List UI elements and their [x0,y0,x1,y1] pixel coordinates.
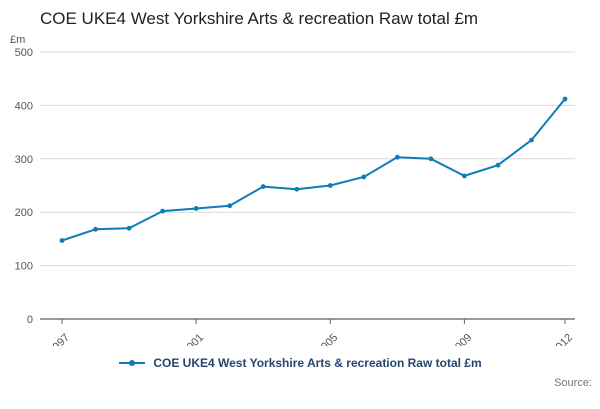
y-tick-label: 200 [15,207,33,219]
y-tick-label: 400 [15,100,33,112]
chart-title: COE UKE4 West Yorkshire Arts & recreatio… [40,9,479,28]
data-point[interactable] [93,226,98,232]
source-label: Source: [554,377,592,389]
data-point[interactable] [59,238,65,243]
data-point[interactable] [160,208,166,214]
legend[interactable]: COE UKE4 West Yorkshire Arts & recreatio… [0,356,600,370]
legend-label: COE UKE4 West Yorkshire Arts & recreatio… [153,356,482,370]
legend-marker-icon [119,360,146,366]
line-chart: 0 100 200 300 400 500 1997 2001 2005 2009 2012 [15,47,575,346]
data-point[interactable] [260,184,266,189]
data-point[interactable] [193,206,199,211]
data-point[interactable] [327,183,333,188]
data-point[interactable] [495,162,501,168]
y-tick-label: 0 [27,314,33,326]
legend-dot-icon [129,360,136,366]
data-point[interactable] [428,156,434,162]
data-point[interactable] [394,154,400,160]
data-point[interactable] [227,203,233,209]
data-point[interactable] [529,137,534,143]
y-tick-label: 100 [15,261,33,273]
series-line[interactable] [61,97,566,242]
x-tick-label: 1997 [46,332,72,346]
y-tick-label: 500 [15,47,33,59]
y-axis-unit-label: £m [10,34,26,46]
data-point[interactable] [462,173,467,179]
x-tick-label: 2009 [449,332,475,346]
x-tick-label: 2001 [180,332,206,346]
data-point[interactable] [126,225,132,231]
y-tick-label: 300 [15,154,33,166]
data-point[interactable] [361,174,367,180]
x-tick-label: 2005 [315,332,341,346]
x-tick-label: 2012 [549,332,575,346]
data-point[interactable] [294,186,300,192]
data-point[interactable] [562,96,568,102]
